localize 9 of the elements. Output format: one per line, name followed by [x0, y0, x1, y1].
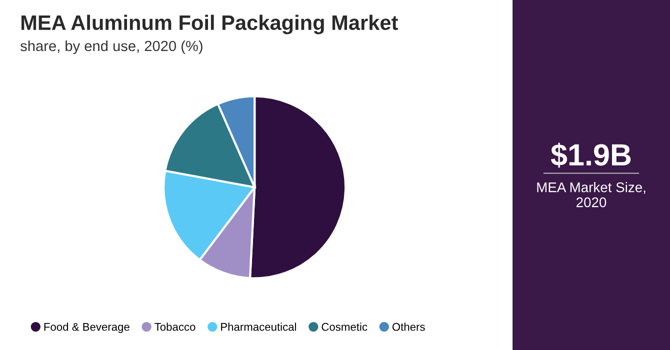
legend-label: Others — [392, 322, 425, 331]
chart-title: MEA Aluminum Foil Packaging Market — [21, 14, 398, 34]
text: $1.9B — [550, 142, 631, 168]
legend-label: Pharmaceutical — [221, 322, 296, 331]
chart-subtitle: share, by end use, 2020 (%) — [20, 40, 202, 54]
legend-label: Food & Beverage — [44, 322, 130, 333]
text: MEA Market Size, 2020 — [537, 182, 646, 208]
legend-label: Cosmetic — [322, 322, 368, 331]
legend-label: Tobacco — [154, 322, 196, 331]
